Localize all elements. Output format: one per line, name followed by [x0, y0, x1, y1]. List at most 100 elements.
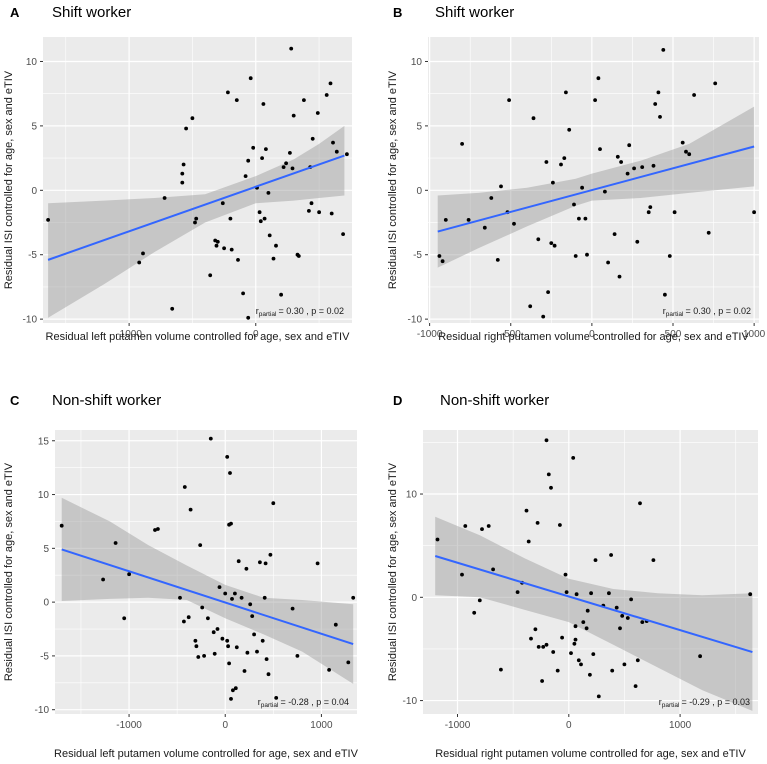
panel-c: -1000 0 1000 -10 -5 0 5 10 15 C Non-shift worker Re…	[3, 392, 359, 760]
data-point	[228, 471, 232, 475]
x-tick-label: -1000	[417, 329, 443, 340]
data-point	[629, 597, 633, 602]
data-point	[295, 654, 300, 658]
data-point	[223, 591, 228, 596]
y-tick-label: 10	[38, 490, 50, 501]
data-point	[526, 539, 531, 544]
data-point	[345, 152, 349, 157]
data-point	[193, 638, 198, 643]
data-point	[533, 627, 538, 632]
y-tick-label: 10	[411, 57, 423, 68]
data-point	[593, 98, 597, 102]
confidence-band	[437, 106, 755, 268]
data-point	[667, 254, 672, 258]
data-point	[184, 126, 189, 131]
data-point	[572, 641, 577, 646]
data-point	[531, 116, 536, 121]
data-point	[606, 260, 610, 265]
y-tick-label: 0	[416, 186, 422, 197]
data-point	[617, 274, 622, 279]
data-point	[558, 523, 562, 527]
data-point	[564, 90, 568, 95]
data-point	[263, 561, 268, 566]
data-point	[309, 201, 314, 206]
data-point	[291, 113, 296, 118]
data-point	[290, 166, 295, 171]
data-point	[585, 608, 590, 613]
stats-annotation: rpartial = 0.30 , p = 0.02	[256, 306, 344, 318]
data-point	[230, 597, 234, 601]
panel-title: Non-shift worker	[440, 392, 549, 409]
data-point	[472, 610, 477, 615]
data-point	[225, 638, 230, 643]
x-tick-label: -1000	[116, 720, 142, 731]
panel-letter: B	[393, 5, 402, 20]
data-point	[331, 140, 335, 145]
data-point	[577, 216, 581, 221]
data-point	[329, 211, 334, 216]
regression-line	[61, 548, 354, 646]
data-point	[226, 90, 230, 95]
y-tick-label: 5	[416, 121, 422, 132]
data-point	[620, 614, 625, 618]
data-point	[589, 591, 593, 596]
data-point	[122, 616, 127, 621]
data-point	[499, 184, 503, 189]
data-point	[524, 508, 529, 513]
data-point	[346, 660, 351, 665]
data-point	[279, 292, 283, 297]
y-tick-label: 0	[31, 186, 37, 197]
data-point	[573, 637, 578, 642]
data-point	[591, 652, 596, 656]
data-point	[208, 273, 213, 278]
data-point	[540, 679, 544, 683]
y-tick-label: 10	[406, 490, 418, 501]
data-point	[214, 243, 219, 248]
panel-b: -1000 -500 0 500 1000 -10 -5 0 5 10 B Shift worker R…	[387, 4, 766, 343]
stats-annotation: rpartial = 0.30 , p = 0.02	[663, 306, 751, 318]
plot-background	[43, 37, 352, 323]
y-tick-label: -10	[23, 315, 38, 326]
data-point	[571, 456, 576, 460]
data-point	[271, 501, 276, 506]
annotation-subscript: partial	[261, 702, 279, 709]
y-tick-label: -10	[408, 315, 423, 326]
data-point	[101, 577, 105, 582]
data-point	[182, 485, 187, 489]
data-point	[229, 697, 233, 701]
data-point	[141, 251, 145, 256]
data-point	[640, 165, 645, 170]
data-point	[333, 622, 338, 627]
data-point	[296, 254, 301, 258]
y-tick-label: 0	[43, 598, 49, 609]
x-tick-label: 500	[665, 329, 682, 340]
annotation-subscript: partial	[259, 311, 277, 318]
data-point	[251, 145, 256, 150]
data-point	[489, 196, 494, 200]
data-point	[658, 115, 662, 119]
data-point	[327, 668, 331, 672]
data-point	[440, 259, 445, 264]
data-point	[266, 191, 271, 195]
data-point	[618, 626, 622, 631]
panel-a: -1000 0 -10 -5 0 5 10 A Shift worker Residual lef…	[3, 4, 352, 343]
data-point	[684, 149, 688, 154]
data-point	[202, 654, 207, 658]
data-point	[555, 668, 560, 673]
stats-annotation: rpartial = -0.29 , p = 0.03	[659, 697, 750, 709]
y-tick-label: -5	[413, 250, 422, 261]
data-point	[596, 694, 601, 699]
data-point	[220, 201, 225, 206]
y-tick-label: 5	[31, 121, 37, 132]
data-point	[341, 232, 345, 237]
data-point	[614, 605, 619, 610]
plot-background	[428, 37, 759, 323]
confidence-band	[435, 516, 753, 711]
data-point	[692, 93, 696, 97]
data-point	[544, 642, 549, 647]
data-point	[593, 558, 598, 562]
data-point	[271, 256, 276, 261]
data-point	[640, 620, 645, 624]
data-point	[477, 598, 482, 603]
